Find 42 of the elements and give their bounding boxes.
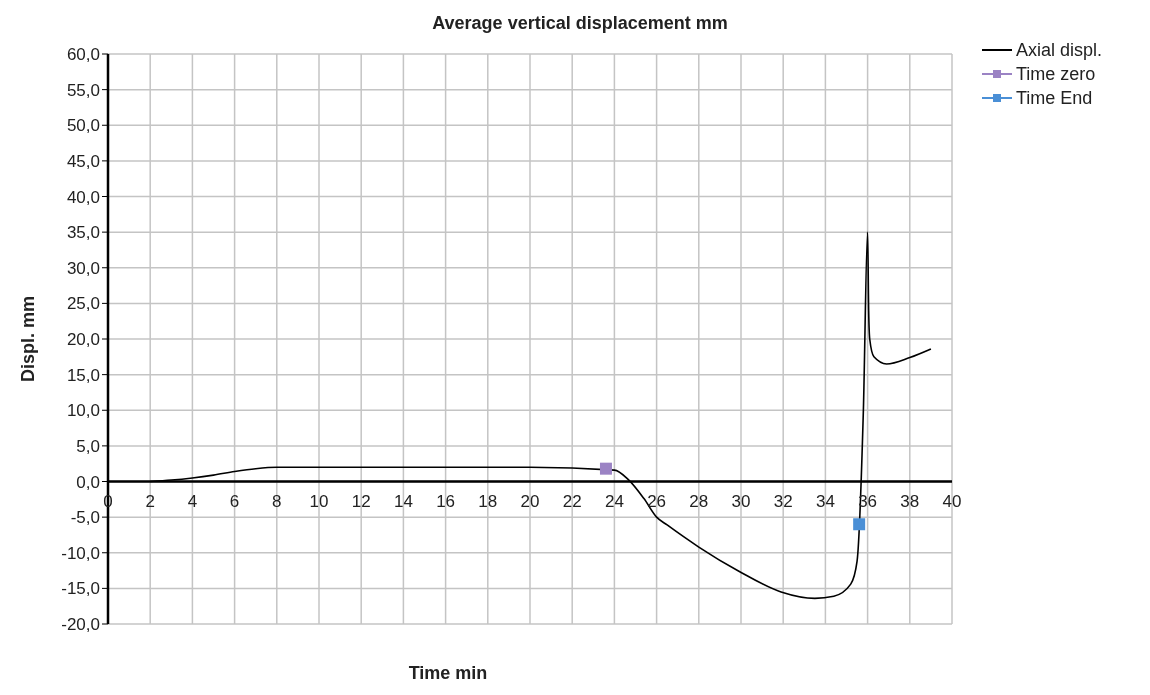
y-tick-label: 5,0	[76, 436, 100, 456]
x-tick-label: 12	[351, 491, 371, 511]
x-tick-label: 14	[393, 491, 413, 511]
y-tick-label: 45,0	[66, 151, 100, 171]
y-tick-label: -5,0	[70, 508, 100, 528]
y-tick-label: 50,0	[66, 116, 100, 136]
y-tick-label: 15,0	[66, 365, 100, 385]
x-tick-label: 2	[145, 491, 155, 511]
y-tick-label: -10,0	[61, 543, 100, 563]
y-tick-label: 60,0	[66, 45, 100, 65]
legend-label: Time zero	[1016, 63, 1096, 85]
y-tick-label: 10,0	[66, 401, 100, 421]
x-tick-label: 4	[187, 491, 198, 511]
x-tick-label: 20	[520, 491, 540, 511]
y-tick-label: 55,0	[66, 80, 100, 100]
legend-label: Time End	[1016, 87, 1093, 109]
x-tick-label: 32	[773, 491, 793, 511]
y-tick-label: 0,0	[76, 472, 100, 492]
x-tick-label: 6	[229, 491, 240, 511]
y-tick-label: -15,0	[61, 579, 100, 599]
x-tick-label: 24	[604, 491, 624, 511]
x-tick-label: 38	[900, 491, 920, 511]
y-tick-label: 35,0	[66, 223, 100, 243]
x-tick-label: 28	[689, 491, 709, 511]
chart-title: Average vertical displacement mm	[431, 12, 729, 35]
x-tick-label: 30	[731, 491, 751, 511]
legend-label: Axial displ.	[1016, 39, 1103, 61]
x-axis-title: Time min	[407, 662, 489, 685]
y-tick-label: 25,0	[66, 294, 100, 314]
x-tick-label: 16	[436, 491, 456, 511]
x-tick-label: 34	[815, 491, 835, 511]
y-axis-title: Displ. mm	[18, 295, 39, 383]
x-tick-label: 8	[272, 491, 282, 511]
x-tick-label: 40	[942, 491, 962, 511]
y-tick-label: 20,0	[66, 330, 100, 350]
y-tick-label: 30,0	[66, 258, 100, 278]
x-tick-label: 10	[309, 491, 329, 511]
x-tick-label: 26	[647, 491, 667, 511]
x-tick-label: 22	[562, 491, 582, 511]
y-tick-label: 40,0	[66, 187, 100, 207]
y-tick-label: -20,0	[61, 615, 100, 635]
x-tick-label: 18	[478, 491, 498, 511]
